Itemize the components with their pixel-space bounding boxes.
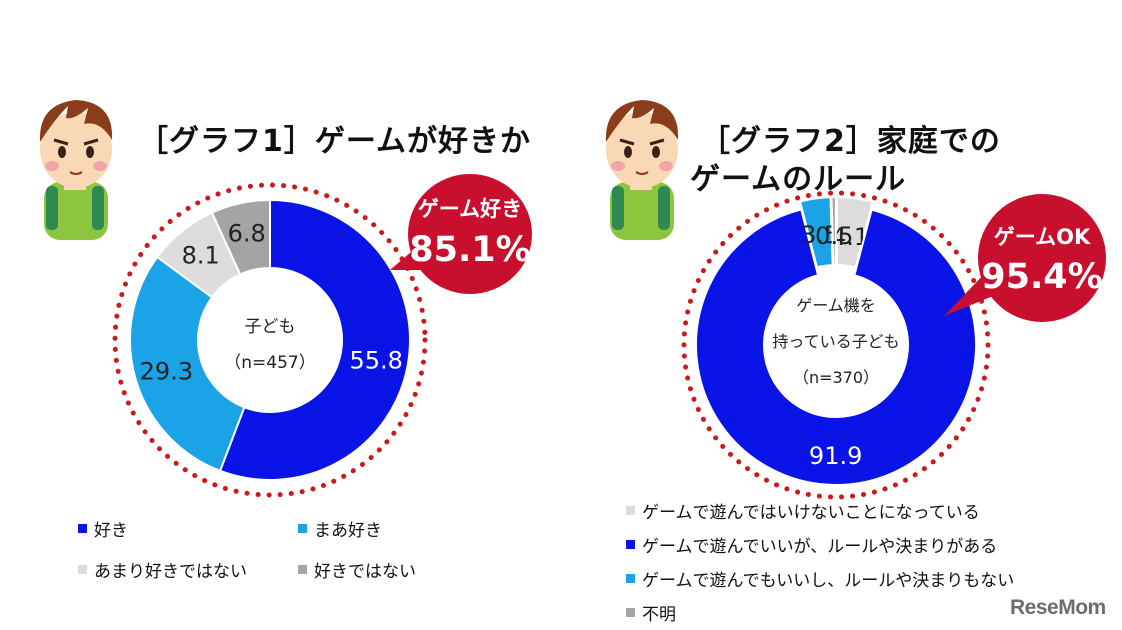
chart1-callout-bubble <box>408 174 532 294</box>
chart1-data-label-1: 29.3 <box>140 357 193 385</box>
legend1-swatch-suki-dewanai <box>298 565 307 574</box>
legend1-swatch-amari <box>78 565 87 574</box>
chart1-center-label-0: 子ども <box>245 317 296 337</box>
chart2-callout-value: 95.4% <box>981 257 1102 297</box>
legend2-label-with-rules: ゲームで遊んでいいが、ルールや決まりがある <box>642 537 998 557</box>
chart1-center-label-1: （n=457） <box>224 353 315 373</box>
chart1-data-label-3: 6.8 <box>228 220 266 248</box>
chart1-callout-label: ゲーム好き <box>418 197 522 221</box>
chart2-dotted-ring <box>681 190 991 500</box>
chart1-title: ［グラフ1］ゲームが好きか <box>138 124 531 159</box>
legend1-item-suki-dewanai: 好きではない <box>298 557 416 582</box>
legend1-label-suki: 好き <box>94 521 128 541</box>
legend1-item-suki: 好き <box>78 516 128 541</box>
legend2-swatch-forbidden <box>626 506 635 515</box>
chart2-callout-bubble <box>978 194 1106 322</box>
legend2-swatch-no-rules <box>626 574 635 583</box>
chart2-data-label-1: 91.9 <box>809 442 862 470</box>
legend2-item-no-rules: ゲームで遊んでもいいし、ルールや決まりもない <box>626 566 1014 591</box>
resemom-watermark: ReseMom <box>1010 596 1106 619</box>
chart2-slice-0 <box>836 196 874 269</box>
legend2-label-no-rules: ゲームで遊んでもいいし、ルールや決まりもない <box>642 571 1015 591</box>
chart2-data-label-3: 0.5 <box>815 222 853 250</box>
chart2-slice-2 <box>798 196 834 269</box>
chart1-dotted-ring <box>112 182 428 498</box>
chart1-slice-0 <box>218 198 411 481</box>
chart2-slice-3 <box>830 196 837 267</box>
legend2-label-unknown: 不明 <box>642 605 676 625</box>
chart1-slice-1 <box>129 255 246 473</box>
chart2-slice-1 <box>695 208 977 486</box>
chart1-data-label-0: 55.8 <box>349 347 402 375</box>
legend1-swatch-suki <box>78 524 87 533</box>
chart2-callout-label: ゲームOK <box>994 225 1091 249</box>
legend1-label-maa-suki: まあ好き <box>314 521 382 541</box>
chart2-center-label-1: 持っている子ども <box>772 332 899 351</box>
legend1-swatch-maa-suki <box>298 524 307 533</box>
legend1-label-suki-dewanai: 好きではない <box>314 562 416 582</box>
chart2-title-line2: ゲームのルール <box>690 162 907 197</box>
chart1-callout-value: 85.1% <box>409 230 530 270</box>
child-illustration-2 <box>605 100 679 240</box>
chart2-center-label-0: ゲーム機を <box>796 296 876 315</box>
legend2-label-forbidden: ゲームで遊んではいけないことになっている <box>642 503 980 523</box>
chart2-title-line1: ［グラフ2］家庭での <box>700 124 1001 159</box>
legend2-swatch-with-rules <box>626 540 635 549</box>
child-illustration-1 <box>39 100 113 240</box>
legend1-item-maa-suki: まあ好き <box>298 516 382 541</box>
legend1-label-amari: あまり好きではない <box>94 562 247 582</box>
chart1-data-label-2: 8.1 <box>182 242 220 270</box>
legend2-item-with-rules: ゲームで遊んでいいが、ルールや決まりがある <box>626 532 997 557</box>
legend2-swatch-unknown <box>626 608 635 617</box>
chart2-center-label-2: （n=370） <box>793 368 879 387</box>
legend2-item-forbidden: ゲームで遊んではいけないことになっている <box>626 498 980 523</box>
chart1-slice-3 <box>210 198 271 276</box>
legend2-item-unknown: 不明 <box>626 600 676 625</box>
legend1-item-amari: あまり好きではない <box>78 557 247 582</box>
